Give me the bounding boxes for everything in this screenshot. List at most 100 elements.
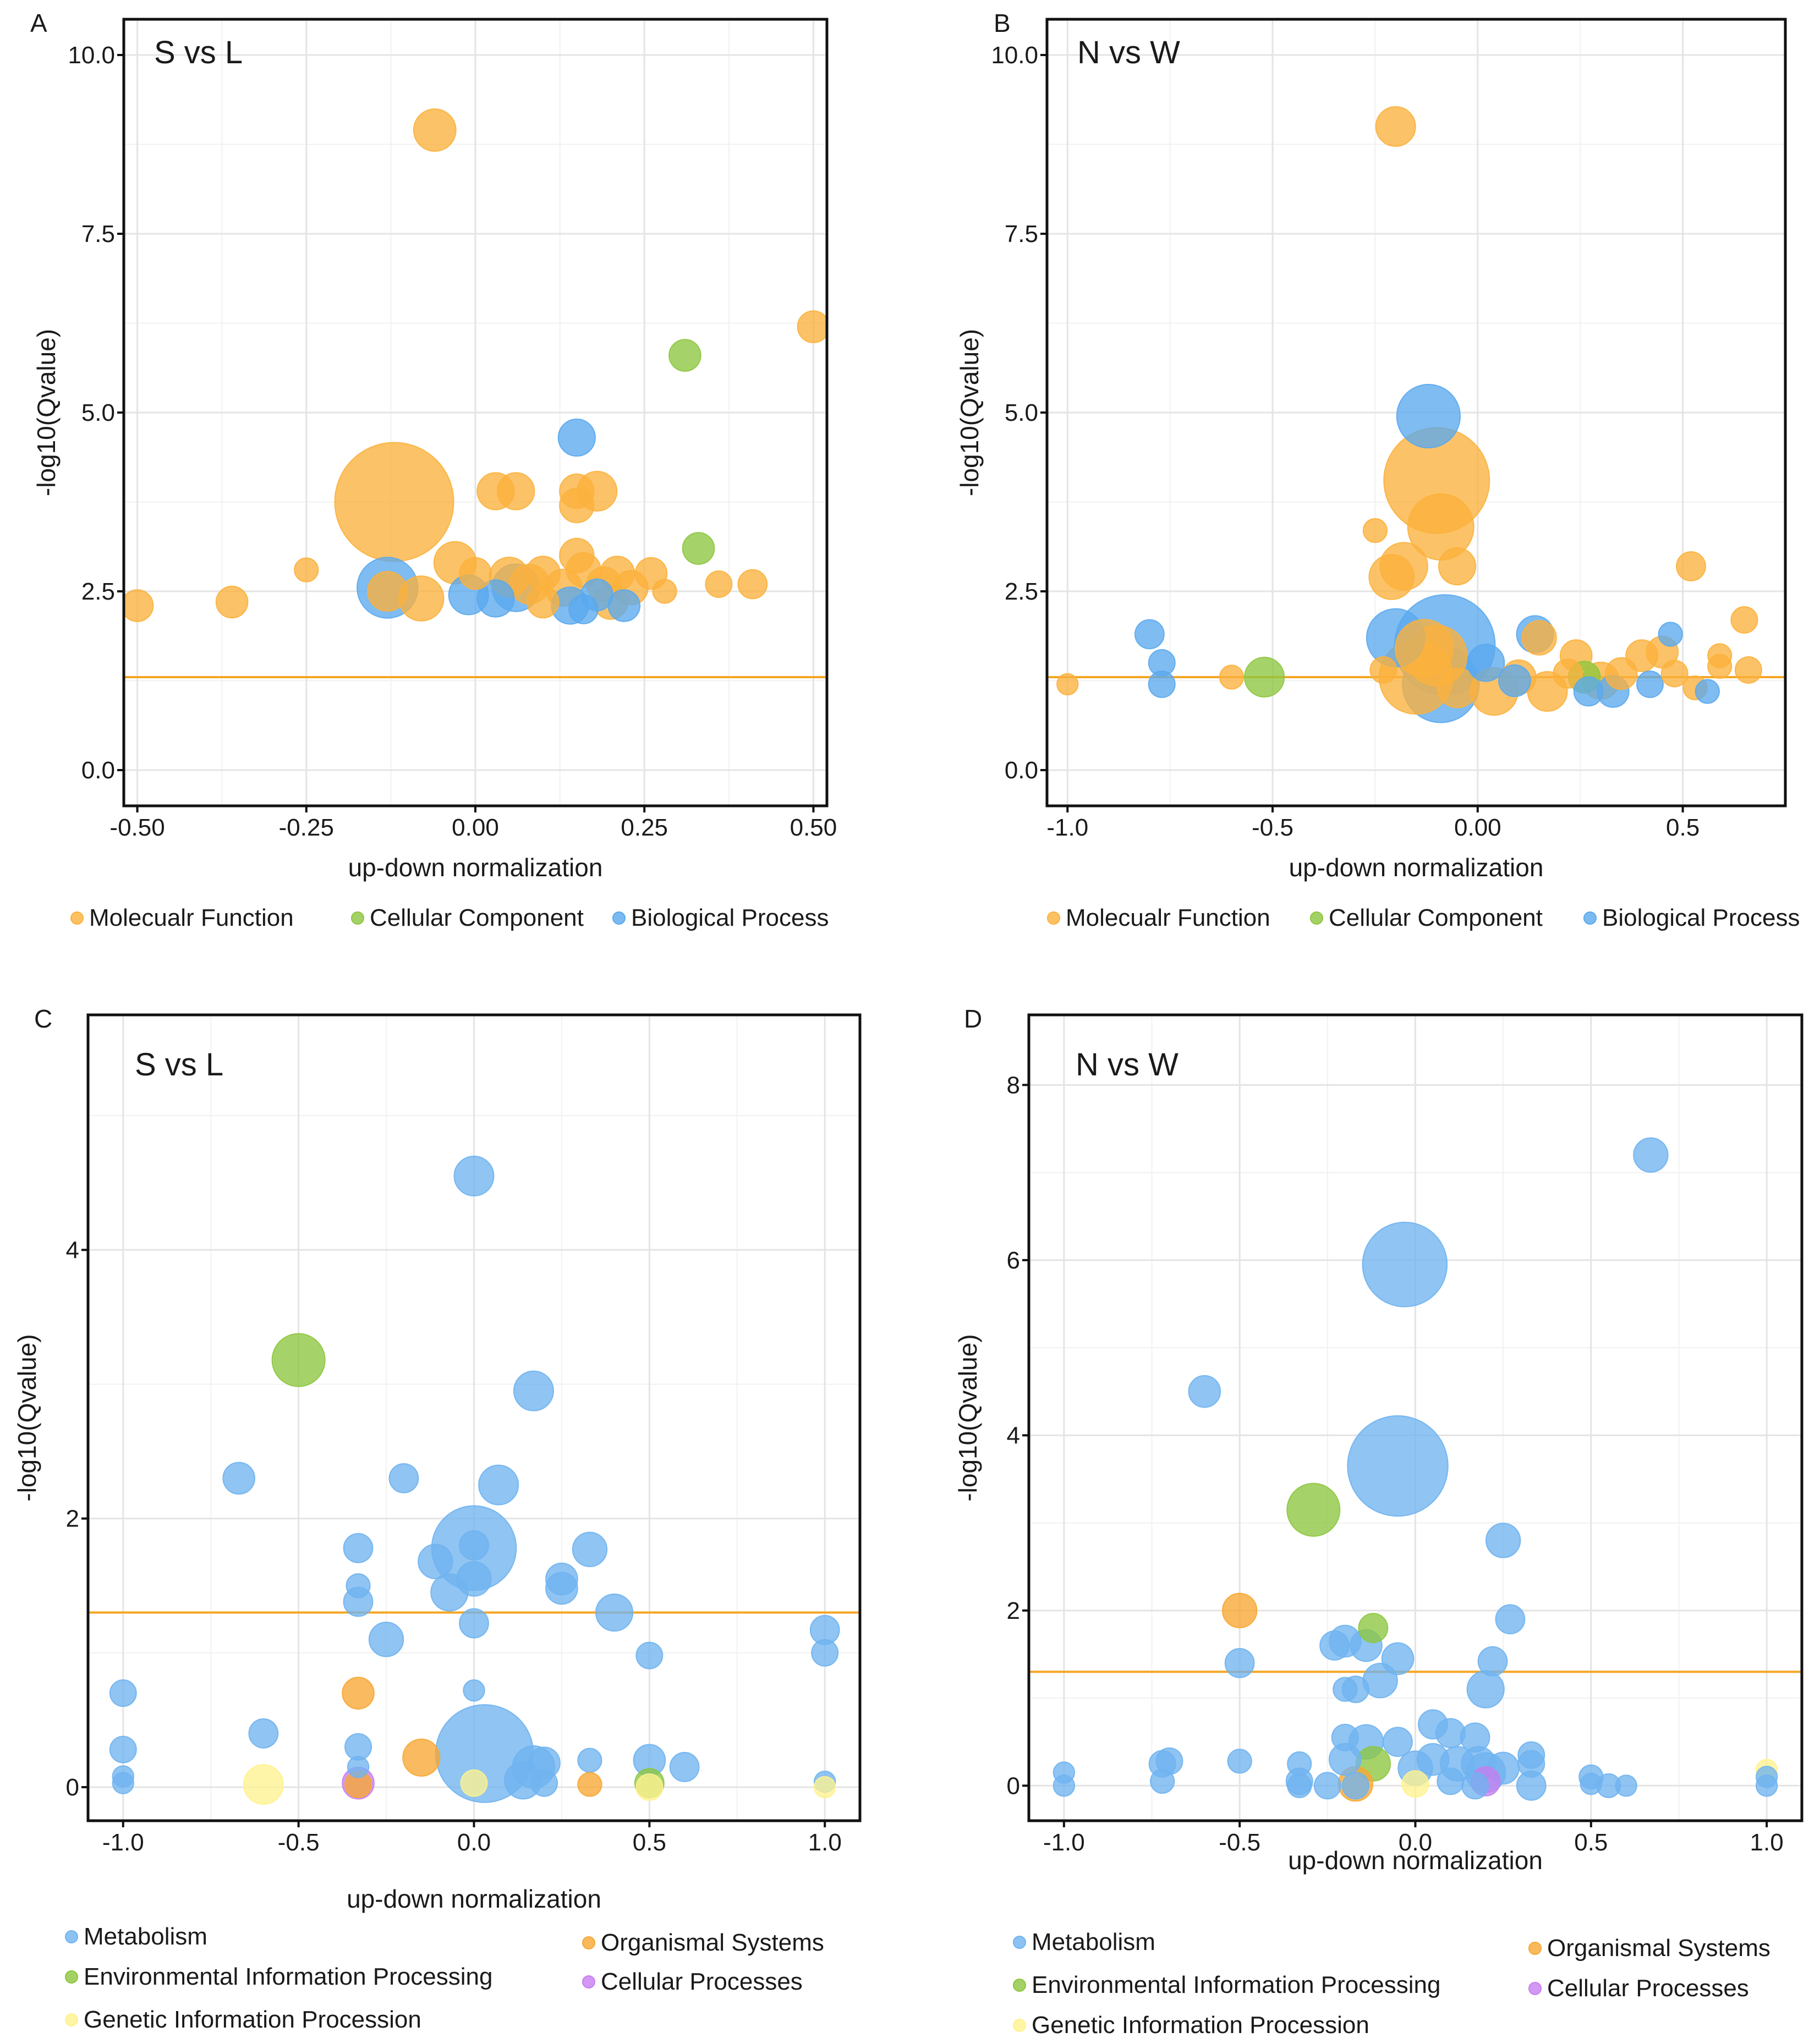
data-point: [577, 1748, 602, 1773]
x-tick-label: -1.0: [102, 1829, 144, 1856]
legend-label: Biological Process: [1602, 904, 1800, 931]
legend-label: Cellular Component: [370, 904, 584, 931]
data-point: [559, 487, 595, 524]
y-tick-label: 0.0: [1005, 757, 1038, 784]
data-point: [343, 1532, 374, 1563]
data-point: [1438, 547, 1477, 586]
data-point: [368, 1622, 404, 1657]
y-tick-label: 5.0: [1005, 399, 1038, 426]
data-point: [1244, 657, 1285, 697]
panel-d: -1.0 -0.5 0.0 0.5 1.0 0 2 4 6 8 up-down normalizat…: [953, 1004, 1803, 2038]
data-point: [453, 1156, 495, 1196]
y-tick-label: 10.0: [991, 42, 1038, 69]
panel-title: S vs L: [135, 1047, 223, 1083]
data-point: [1416, 1743, 1450, 1776]
y-tick-label: 0.0: [81, 757, 115, 784]
data-point: [635, 1773, 664, 1801]
legend-marker: [351, 911, 364, 925]
data-point: [572, 1531, 608, 1567]
legend-label: Molecualr Function: [89, 904, 294, 931]
x-tick-label: 0.5: [1574, 1829, 1608, 1856]
panel-letter: A: [30, 9, 47, 37]
data-point: [1553, 658, 1583, 689]
data-point: [1056, 673, 1079, 696]
x-tick-label: 0.00: [452, 814, 499, 841]
data-point: [705, 570, 733, 598]
x-tick-label: 0.0: [457, 1829, 491, 1856]
data-point: [814, 1776, 836, 1799]
x-tick-label: 0.00: [1454, 814, 1501, 841]
legend-label: Cellular Component: [1329, 904, 1543, 931]
x-tick-label: 0.50: [790, 814, 837, 841]
bubble-layer: [1052, 1137, 1778, 1802]
panel-letter: C: [34, 1004, 52, 1033]
y-axis-title: -log10(Qvalue): [955, 329, 984, 496]
data-point: [668, 339, 701, 372]
data-point: [527, 585, 560, 619]
legend-label: Metabolism: [1032, 1929, 1155, 1955]
data-point: [124, 589, 154, 622]
data-point: [1188, 1375, 1221, 1408]
x-tick-label: 1.0: [808, 1829, 842, 1856]
data-point: [456, 1561, 492, 1597]
data-point: [459, 1530, 489, 1561]
legend-label: Organismal Systems: [601, 1929, 824, 1956]
data-point: [1633, 1137, 1669, 1173]
x-tick-label: -1.0: [1046, 814, 1088, 841]
y-tick-label: 4: [66, 1237, 79, 1264]
legend-label: Metabolism: [84, 1923, 207, 1950]
legend-marker: [1310, 911, 1323, 925]
data-point: [1615, 1775, 1637, 1797]
data-point: [1287, 1751, 1312, 1777]
legend-label: Cellular Processes: [1547, 1975, 1749, 2002]
y-axis-title: -log10(Qvalue): [13, 1334, 41, 1501]
y-tick-label: 7.5: [1005, 221, 1038, 248]
y-tick-label: 0: [66, 1774, 79, 1801]
y-tick-label: 10.0: [68, 42, 115, 69]
data-point: [497, 472, 535, 510]
data-point: [294, 557, 319, 583]
legend: Molecualr Function Cellular Component Biol…: [1047, 904, 1800, 931]
data-point: [476, 579, 515, 618]
legend-marker: [65, 1970, 78, 1984]
legend-marker: [65, 1930, 78, 1943]
data-point: [463, 1679, 485, 1702]
data-point: [1521, 620, 1557, 656]
data-point: [1517, 1750, 1545, 1778]
data-point: [607, 589, 641, 622]
data-point: [112, 1772, 134, 1794]
data-point: [1287, 1773, 1312, 1798]
data-point: [1573, 676, 1604, 707]
data-point: [346, 1573, 371, 1598]
data-point: [595, 1593, 634, 1632]
bubble-layer: [109, 1156, 840, 1805]
data-point: [635, 1641, 664, 1669]
data-point: [577, 1772, 602, 1797]
legend-marker: [1013, 2019, 1026, 2032]
legend-marker: [582, 1936, 595, 1949]
data-point: [1477, 1646, 1508, 1677]
x-tick-label: 0.25: [621, 814, 668, 841]
data-point: [557, 418, 596, 457]
panel-letter: B: [994, 9, 1011, 37]
data-point: [1435, 1718, 1466, 1749]
data-point: [1658, 622, 1683, 647]
legend-label: Cellular Processes: [601, 1968, 803, 1995]
data-point: [545, 1572, 578, 1605]
data-point: [682, 532, 715, 565]
data-point: [1319, 1630, 1350, 1661]
data-point: [215, 585, 249, 619]
data-point: [1134, 619, 1165, 650]
data-point: [1383, 1727, 1413, 1757]
data-point: [568, 594, 599, 624]
data-point: [248, 1718, 279, 1749]
legend-marker: [70, 911, 84, 925]
legend-label: Organismal Systems: [1547, 1935, 1770, 1962]
legend: Metabolism Organismal Systems Environmenta…: [65, 1923, 824, 2033]
panel-letter: D: [964, 1004, 982, 1033]
legend-label: Genetic Information Procession: [1032, 2012, 1369, 2038]
data-point: [1580, 1772, 1603, 1795]
data-point: [652, 579, 677, 604]
y-tick-label: 2.5: [81, 578, 115, 605]
